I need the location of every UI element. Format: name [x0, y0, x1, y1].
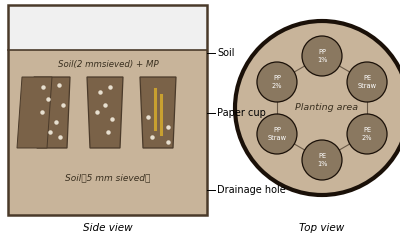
- Circle shape: [257, 114, 297, 154]
- Circle shape: [302, 36, 342, 76]
- Text: Planting area: Planting area: [296, 103, 358, 113]
- Polygon shape: [87, 77, 123, 148]
- Circle shape: [347, 114, 387, 154]
- Text: PP
2%: PP 2%: [272, 76, 282, 89]
- Text: PE
1%: PE 1%: [317, 154, 327, 167]
- Polygon shape: [140, 77, 176, 148]
- Text: PP
1%: PP 1%: [317, 49, 327, 62]
- Circle shape: [347, 62, 387, 102]
- Circle shape: [302, 140, 342, 180]
- Polygon shape: [8, 50, 207, 215]
- Circle shape: [235, 21, 400, 195]
- Text: PP
Straw: PP Straw: [268, 127, 286, 140]
- Text: Soil（5 mm sieved）: Soil（5 mm sieved）: [65, 174, 151, 182]
- Text: Top view: Top view: [299, 223, 345, 233]
- Text: Side view: Side view: [83, 223, 133, 233]
- Text: Soil(2 mmsieved) + MP: Soil(2 mmsieved) + MP: [58, 60, 158, 69]
- Polygon shape: [8, 5, 207, 50]
- Text: Drainage hole: Drainage hole: [217, 185, 286, 195]
- Polygon shape: [34, 77, 70, 148]
- Text: Soil: Soil: [217, 48, 234, 58]
- Polygon shape: [17, 77, 52, 148]
- Text: PE
Straw: PE Straw: [358, 76, 376, 89]
- Text: PE
2%: PE 2%: [362, 127, 372, 140]
- Circle shape: [257, 62, 297, 102]
- Text: Paper cup: Paper cup: [217, 108, 266, 118]
